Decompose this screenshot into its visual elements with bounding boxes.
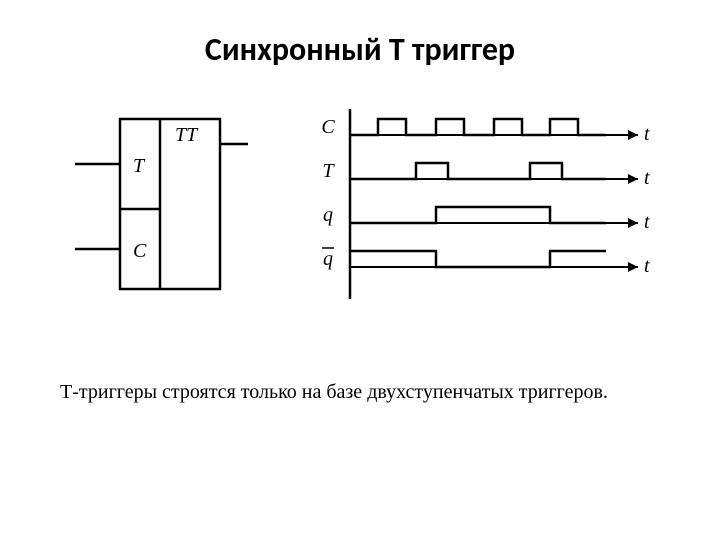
- svg-text:t: t: [644, 211, 650, 233]
- svg-text:q: q: [323, 248, 333, 270]
- schematic-input-t: T: [133, 155, 146, 177]
- footer-text: Т-триггеры строятся только на базе двухс…: [60, 379, 660, 405]
- timing-svg: Ct Tt q t q t: [310, 109, 650, 319]
- schematic-input-c: C: [133, 240, 147, 262]
- svg-text:T: T: [322, 160, 335, 182]
- diagrams-row: T C TT Ct Tt q t q t: [50, 109, 670, 319]
- svg-text:C: C: [321, 116, 335, 138]
- svg-text:t: t: [644, 167, 650, 189]
- timing-diagram: Ct Tt q t q t: [310, 109, 650, 319]
- svg-text:t: t: [644, 123, 650, 145]
- schematic-svg: T C TT: [70, 109, 250, 319]
- trigger-schematic: T C TT: [70, 109, 250, 319]
- schematic-block-label: TT: [175, 124, 199, 146]
- svg-text:t: t: [644, 255, 650, 277]
- svg-text:q: q: [323, 204, 333, 226]
- page-title: Синхронный Т триггер: [50, 30, 670, 69]
